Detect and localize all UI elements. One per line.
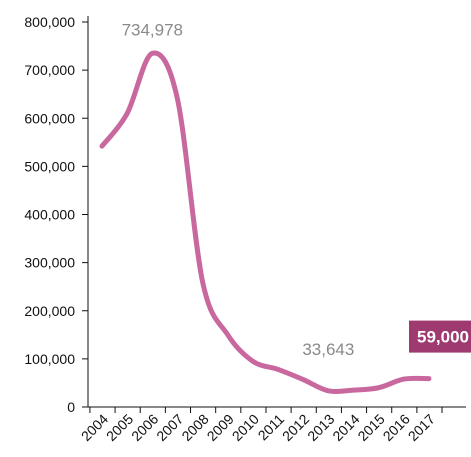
x-tick-label: 2014 bbox=[329, 411, 362, 444]
data-point bbox=[426, 376, 431, 381]
data-point bbox=[125, 111, 130, 116]
y-tick-label: 700,000 bbox=[24, 62, 75, 78]
data-point bbox=[276, 367, 281, 372]
x-tick-label: 2012 bbox=[279, 411, 312, 444]
value-badge-label: 59,000 bbox=[417, 328, 469, 347]
data-point bbox=[100, 144, 105, 149]
y-tick-label: 100,000 bbox=[24, 351, 75, 367]
data-point bbox=[250, 359, 255, 364]
x-tick-label: 2008 bbox=[178, 411, 211, 444]
x-tick-label: 2013 bbox=[304, 411, 337, 444]
data-point bbox=[376, 385, 381, 390]
y-tick-label: 200,000 bbox=[24, 303, 75, 319]
y-tick-label: 800,000 bbox=[24, 14, 75, 30]
x-tick-label: 2006 bbox=[128, 411, 161, 444]
data-point bbox=[175, 97, 180, 102]
value-annotation: 33,643 bbox=[302, 340, 354, 359]
x-tick-label: 2005 bbox=[103, 411, 136, 444]
x-tick-label: 2010 bbox=[229, 411, 262, 444]
y-tick-label: 500,000 bbox=[24, 158, 75, 174]
x-tick-label: 2016 bbox=[380, 411, 413, 444]
x-tick-label: 2017 bbox=[405, 411, 438, 444]
y-tick-label: 600,000 bbox=[24, 110, 75, 126]
data-point bbox=[326, 388, 331, 393]
value-annotation: 734,978 bbox=[122, 20, 183, 39]
y-tick-label: 0 bbox=[67, 399, 75, 415]
data-point bbox=[200, 279, 205, 284]
data-point bbox=[150, 51, 155, 56]
series-line bbox=[99, 50, 432, 395]
y-tick-label: 400,000 bbox=[24, 207, 75, 223]
data-point bbox=[351, 388, 356, 393]
x-tick-label: 2009 bbox=[204, 411, 237, 444]
data-point bbox=[225, 332, 230, 337]
data-point bbox=[401, 377, 406, 382]
x-tick-label: 2011 bbox=[255, 411, 288, 444]
x-tick-label: 2015 bbox=[354, 411, 387, 444]
y-tick-label: 300,000 bbox=[24, 255, 75, 271]
value-badge bbox=[409, 320, 471, 353]
data-point bbox=[301, 377, 306, 382]
x-tick-label: 2004 bbox=[78, 411, 111, 444]
x-tick-label: 2007 bbox=[153, 411, 186, 444]
